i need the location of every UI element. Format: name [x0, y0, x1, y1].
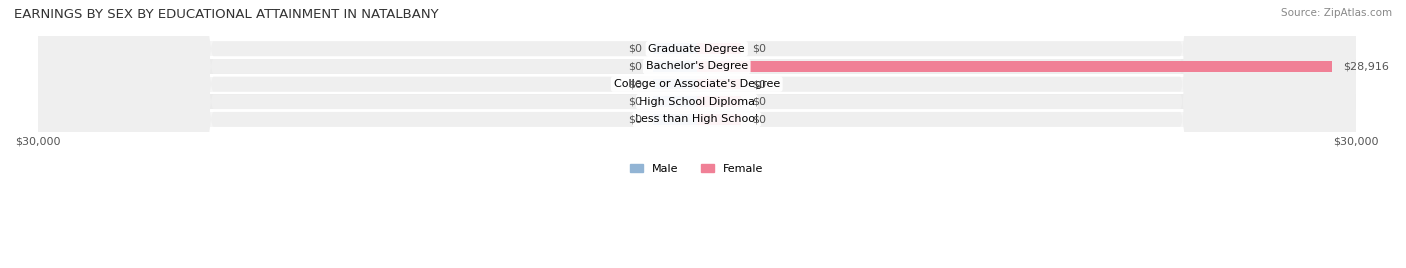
Text: Graduate Degree: Graduate Degree: [648, 44, 745, 54]
Bar: [38, 112, 1355, 127]
Text: $0: $0: [752, 44, 766, 54]
Bar: [697, 96, 741, 107]
Text: $0: $0: [752, 97, 766, 107]
Bar: [652, 43, 697, 54]
Bar: [697, 79, 741, 89]
Text: EARNINGS BY SEX BY EDUCATIONAL ATTAINMENT IN NATALBANY: EARNINGS BY SEX BY EDUCATIONAL ATTAINMEN…: [14, 8, 439, 21]
FancyBboxPatch shape: [38, 0, 1355, 268]
FancyBboxPatch shape: [38, 0, 1355, 268]
Text: $28,916: $28,916: [1343, 61, 1389, 71]
Bar: [38, 41, 1355, 56]
Bar: [697, 114, 741, 125]
Text: $0: $0: [752, 114, 766, 124]
Bar: [38, 94, 1355, 109]
Text: $0: $0: [628, 61, 641, 71]
Text: $0: $0: [628, 44, 641, 54]
Text: $0: $0: [628, 97, 641, 107]
Text: $0: $0: [752, 79, 766, 89]
Text: $0: $0: [628, 114, 641, 124]
Bar: [38, 77, 1355, 92]
Legend: Male, Female: Male, Female: [626, 159, 768, 178]
Text: High School Diploma: High School Diploma: [638, 97, 755, 107]
FancyBboxPatch shape: [38, 0, 1355, 268]
Bar: [652, 61, 697, 72]
Text: Bachelor's Degree: Bachelor's Degree: [645, 61, 748, 71]
Bar: [697, 43, 741, 54]
Text: Source: ZipAtlas.com: Source: ZipAtlas.com: [1281, 8, 1392, 18]
Bar: [652, 79, 697, 89]
Bar: [697, 61, 1331, 72]
FancyBboxPatch shape: [38, 0, 1355, 268]
Bar: [652, 114, 697, 125]
Bar: [652, 96, 697, 107]
FancyBboxPatch shape: [38, 0, 1355, 268]
Text: College or Associate's Degree: College or Associate's Degree: [613, 79, 780, 89]
Bar: [38, 59, 1355, 74]
Text: $0: $0: [628, 79, 641, 89]
Text: Less than High School: Less than High School: [636, 114, 758, 124]
